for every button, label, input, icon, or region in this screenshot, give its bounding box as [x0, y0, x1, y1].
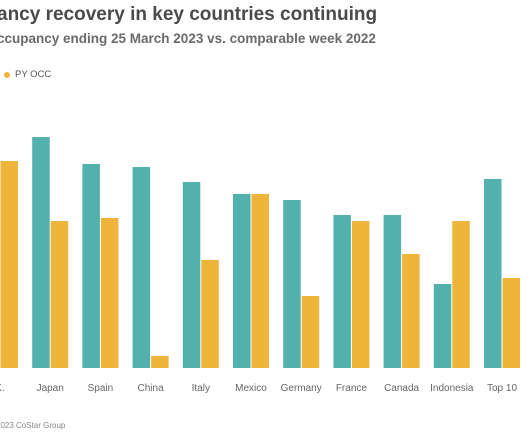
x-tick-label: Top 10	[487, 383, 517, 394]
x-tick-label: Spain	[88, 383, 114, 394]
bar-py-occ-mexico	[251, 194, 269, 368]
bar-py-occ-spain	[100, 218, 119, 368]
bar-current-japan	[32, 137, 50, 368]
x-tick-label: K.	[0, 383, 5, 394]
chart-subtitle: ccupancy ending 25 March 2023 vs. compar…	[0, 31, 376, 46]
bar-py-occ-china	[151, 356, 169, 368]
bar-py-occ-top-10	[502, 278, 520, 368]
bar-current-germany	[283, 200, 301, 368]
x-tick-label: Indonesia	[430, 383, 474, 394]
legend-label-py-occ: PY OCC	[15, 69, 52, 80]
x-tick-label: Canada	[384, 383, 419, 394]
bars-group	[0, 137, 520, 368]
bar-py-occ-france	[351, 221, 370, 368]
bar-py-occ-indonesia	[452, 221, 470, 368]
bar-current-china	[132, 167, 151, 368]
bar-py-occ-italy	[201, 260, 219, 368]
bar-py-occ-japan	[50, 221, 69, 368]
bar-current-canada	[383, 215, 402, 368]
bar-current-indonesia	[433, 284, 452, 368]
bar-current-top-10	[484, 179, 502, 368]
bar-py-occ-k-	[0, 161, 18, 368]
bar-current-mexico	[233, 194, 251, 368]
bar-current-italy	[182, 182, 201, 368]
bar-current-france	[333, 215, 351, 368]
x-tick-label: Germany	[281, 383, 322, 394]
x-tick-label: France	[336, 383, 368, 394]
bar-py-occ-canada	[402, 254, 420, 368]
bar-current-spain	[82, 164, 100, 368]
x-tick-label: Japan	[37, 383, 64, 394]
bar-py-occ-germany	[301, 296, 320, 368]
legend: PY OCC	[4, 69, 51, 80]
x-tick-label: Mexico	[235, 383, 267, 394]
x-axis-tick-labels: K. Japan Spain China Italy Mexico Germany Franc…	[0, 383, 517, 394]
x-tick-label: Italy	[192, 383, 210, 394]
legend-swatch-py-occ	[4, 71, 10, 78]
chart-title: ancy recovery in key countries continuin…	[0, 4, 378, 25]
copyright-footer: 2023 CoStar Group	[0, 421, 66, 430]
x-tick-label: China	[138, 383, 165, 394]
